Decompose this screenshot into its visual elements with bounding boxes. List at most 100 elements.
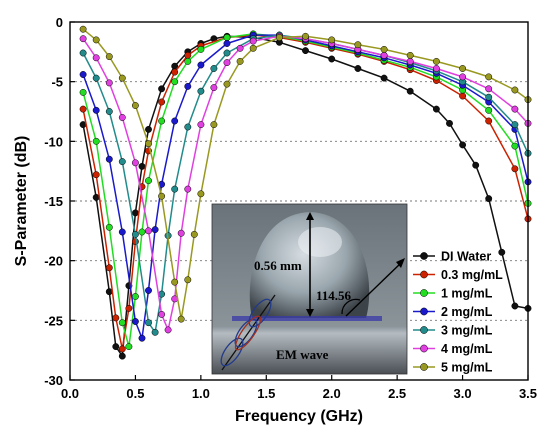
data-point (485, 93, 493, 101)
legend-label: 0.3 mg/mL (441, 268, 503, 282)
data-point (105, 155, 113, 163)
data-point (236, 57, 244, 65)
data-point (485, 85, 493, 93)
data-point (105, 223, 113, 231)
data-point (223, 59, 231, 67)
data-point (498, 248, 506, 256)
y-tick-label: -15 (44, 194, 63, 209)
data-point (210, 65, 218, 72)
legend-label: 2 mg/mL (441, 305, 493, 319)
x-axis-title: Frequency (GHz) (235, 408, 363, 425)
data-point (236, 44, 244, 52)
data-point (131, 230, 139, 238)
data-point (79, 35, 87, 43)
data-point (177, 315, 185, 323)
data-point (92, 171, 100, 179)
data-point (171, 78, 179, 86)
data-point (354, 65, 362, 72)
y-tick-label: -20 (44, 254, 63, 269)
y-tick-label: -25 (44, 313, 63, 328)
data-point (158, 192, 166, 200)
data-point (380, 74, 388, 82)
data-point (197, 190, 205, 198)
data-point (79, 105, 87, 113)
data-point (131, 293, 139, 300)
data-point (158, 85, 166, 93)
data-point (151, 328, 159, 336)
data-point (92, 106, 100, 114)
data-point (380, 45, 388, 53)
legend-entry: 4 mg/mL (413, 342, 493, 356)
data-point (112, 314, 120, 322)
legend-label: 1 mg/mL (441, 287, 493, 301)
data-point (92, 54, 100, 62)
y-tick-label: -30 (44, 373, 63, 388)
tangent-line (345, 261, 403, 317)
y-axis-title: S-Parameter (dB) (13, 136, 30, 267)
data-point (197, 45, 205, 53)
data-point (223, 49, 231, 57)
data-point (118, 345, 126, 353)
legend-label: 5 mg/mL (441, 361, 493, 375)
data-point (184, 51, 192, 59)
em-wave-label: EM wave (276, 347, 329, 362)
em-wave-icon (220, 294, 276, 371)
legend: DI Water 0.3 mg/mL 1 mg/mL 2 mg/mL 3 mg/mL 4 … (413, 250, 503, 375)
data-point (145, 319, 152, 327)
data-point (485, 73, 493, 81)
data-point (459, 65, 467, 72)
legend-entry: DI Water (413, 250, 491, 264)
data-point (145, 177, 152, 185)
data-point (118, 352, 126, 360)
data-point (118, 114, 126, 121)
data-point (354, 41, 362, 49)
data-point (112, 343, 120, 351)
data-point (328, 36, 336, 44)
data-point (511, 86, 519, 94)
data-point (92, 74, 100, 82)
legend-marker (420, 344, 428, 353)
data-point (459, 92, 467, 100)
axis-ticks: 0.0 0.5 1.0 1.5 2.0 2.5 3.0 3.5 0 -5 -10 -15 -20 -25 -… (44, 15, 537, 401)
y-tick-label: -5 (51, 75, 63, 90)
height-arrow-bottom-icon (306, 309, 314, 317)
data-point (302, 47, 309, 55)
data-point (118, 74, 126, 82)
data-point (79, 88, 87, 96)
data-point (151, 226, 159, 234)
data-point (105, 53, 113, 61)
data-point (79, 71, 87, 78)
tangent-arrow-icon (396, 258, 405, 268)
x-tick-label: 3.0 (454, 386, 472, 401)
data-point (105, 108, 113, 115)
data-point (79, 49, 87, 57)
data-point (184, 57, 192, 65)
data-point (131, 318, 139, 325)
data-point (406, 57, 414, 65)
data-point (275, 34, 283, 41)
data-point (432, 105, 440, 113)
data-point (485, 117, 493, 125)
droplet-height-label: 0.56 mm (254, 258, 302, 273)
data-point (158, 310, 166, 318)
data-point (164, 326, 172, 334)
legend-marker (420, 252, 428, 260)
data-point (92, 36, 100, 44)
data-point (105, 79, 113, 87)
data-point (125, 304, 133, 312)
data-point (446, 119, 453, 127)
data-point (118, 158, 126, 166)
x-tick-label: 0.0 (61, 386, 79, 401)
data-point (118, 319, 126, 327)
data-point (249, 44, 257, 52)
data-point (171, 185, 179, 193)
legend-marker (420, 289, 428, 297)
data-point (223, 34, 231, 41)
data-point (145, 287, 152, 294)
x-tick-label: 1.5 (257, 386, 275, 401)
data-point (131, 209, 139, 217)
data-point (223, 80, 231, 88)
data-point (105, 264, 113, 272)
data-point (138, 334, 146, 342)
data-point (485, 195, 493, 203)
